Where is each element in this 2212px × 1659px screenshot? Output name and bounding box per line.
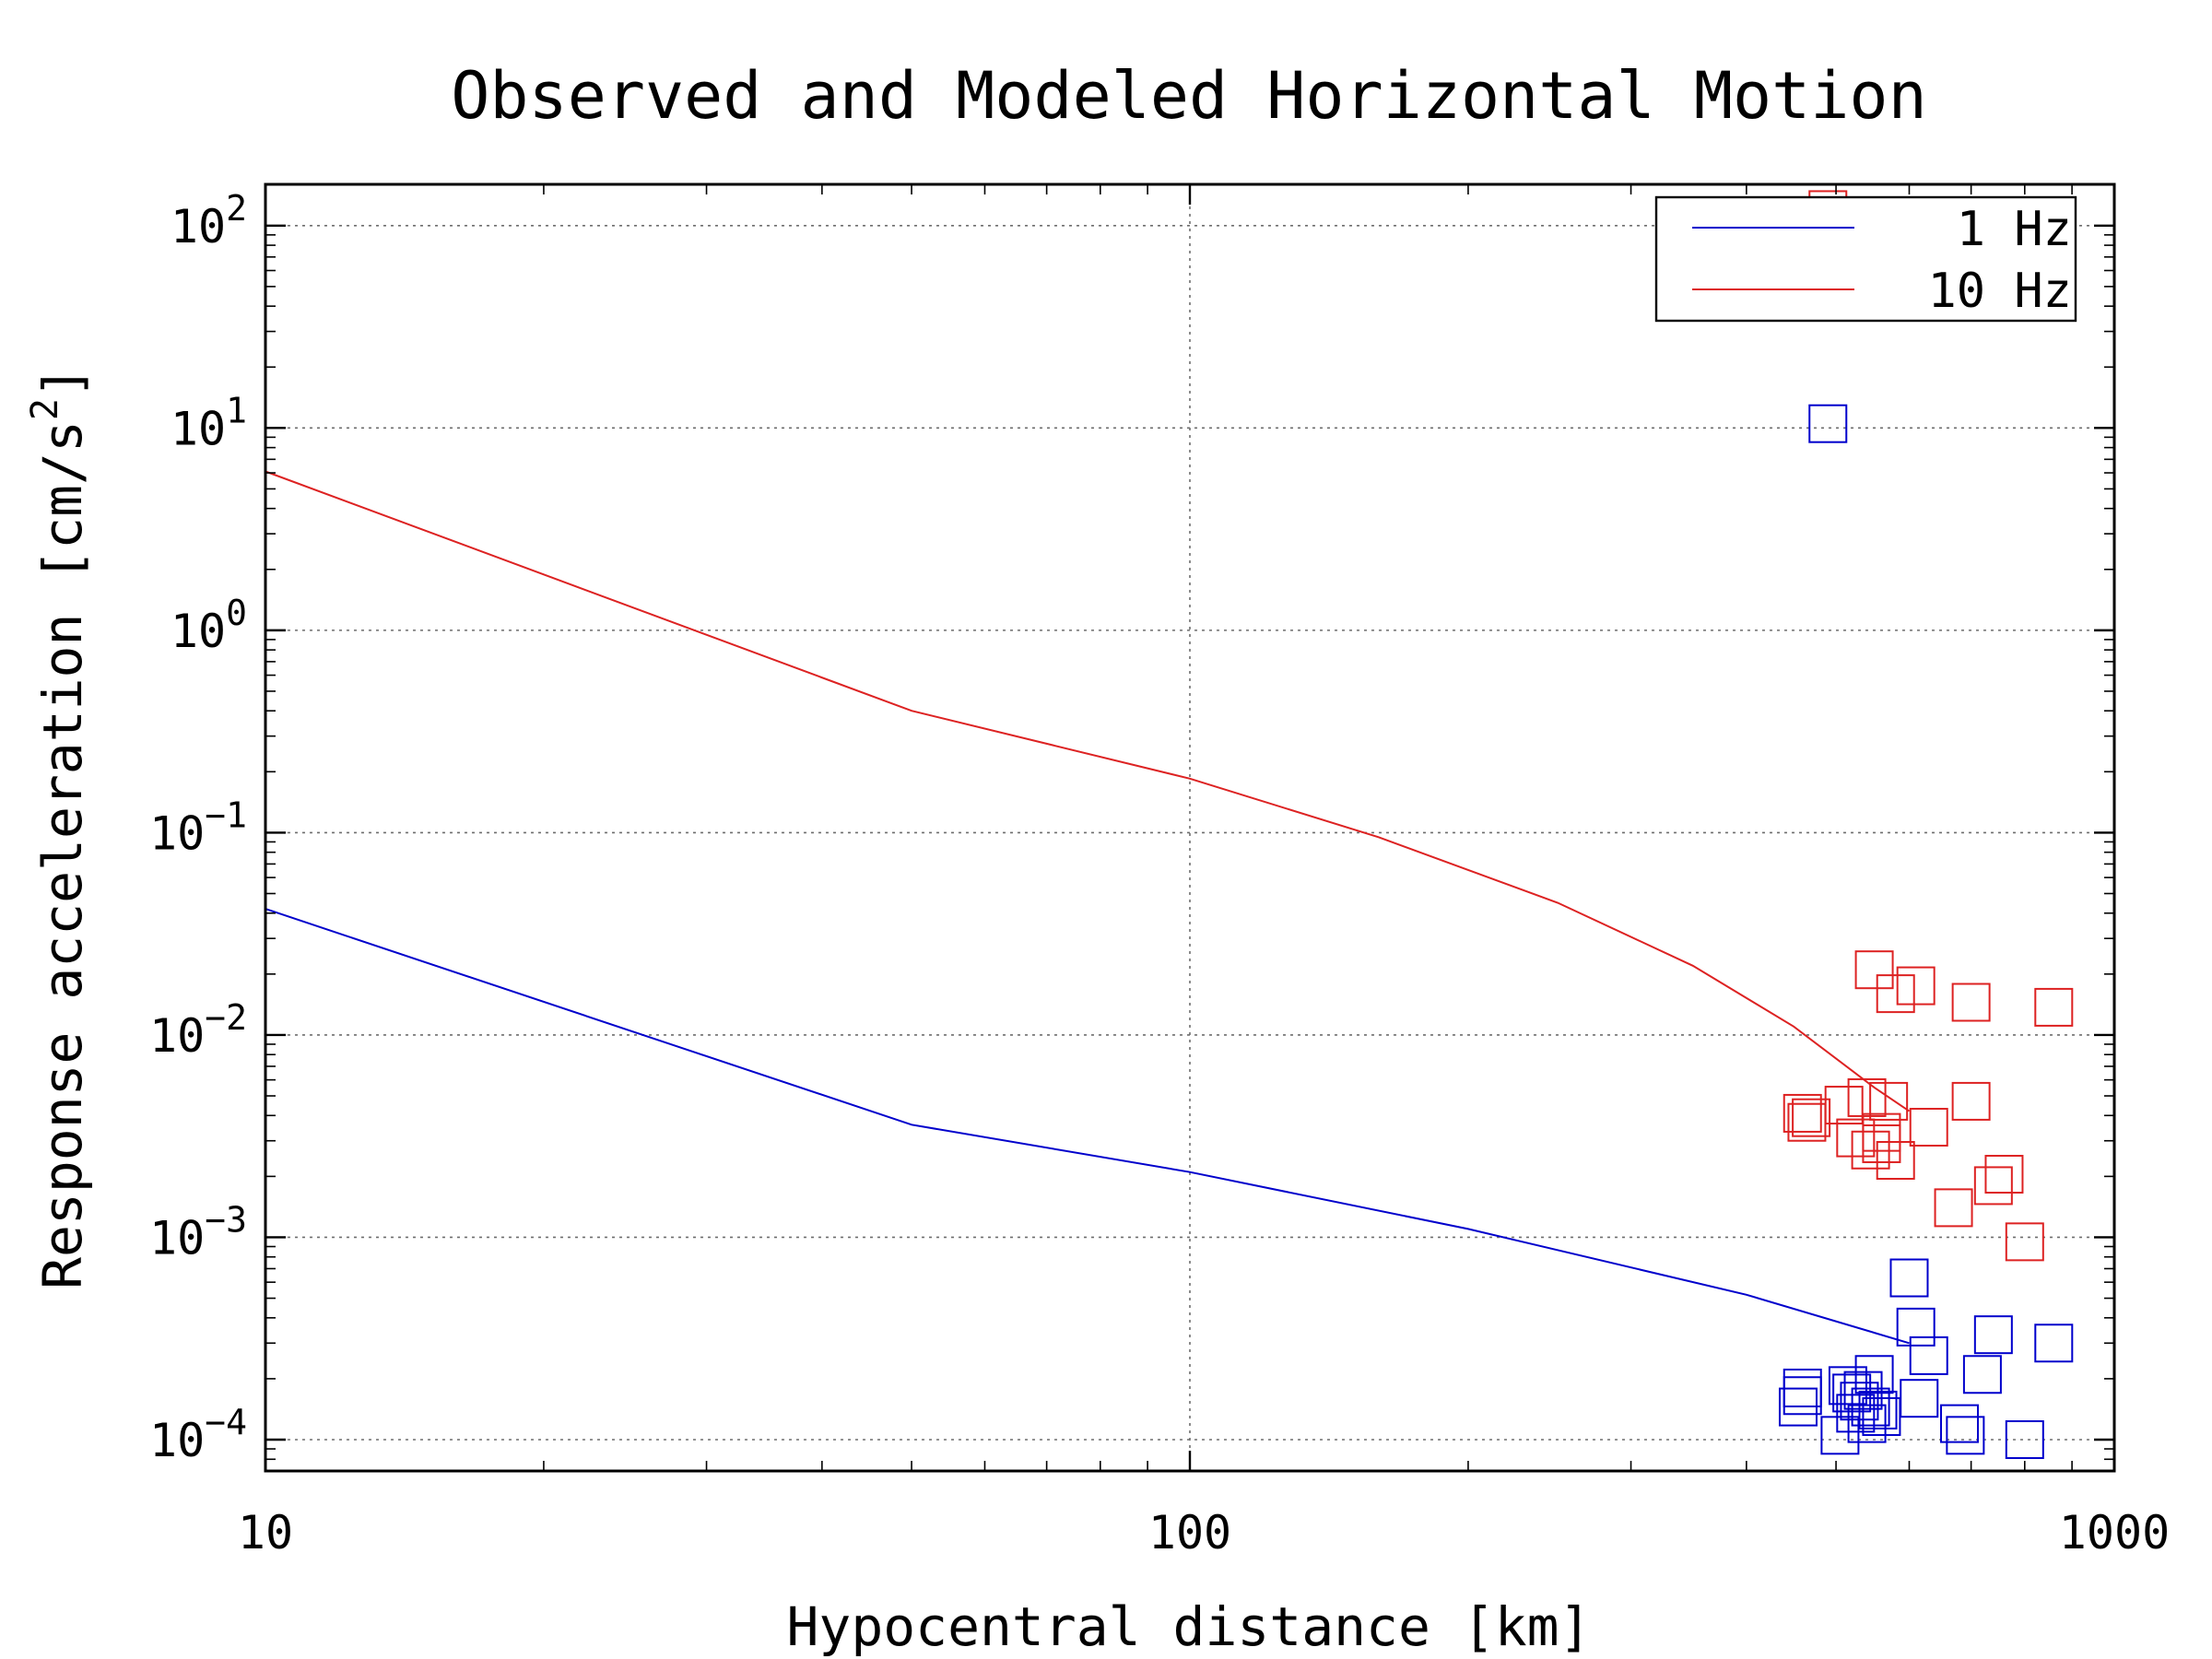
model-line-10hz xyxy=(265,470,1911,1112)
y-tick-label: 10−4 xyxy=(149,1402,247,1467)
observed-point-10hz xyxy=(1824,1086,1864,1125)
y-tick-exponent: −2 xyxy=(205,997,247,1038)
observed-point-10hz xyxy=(1876,974,1915,1014)
y-tick-base: 10 xyxy=(171,200,226,253)
legend: 1 Hz 10 Hz xyxy=(1654,195,2077,323)
grid-lines xyxy=(265,184,2114,1471)
observed-point-1hz xyxy=(1808,404,1848,443)
observed-point-10hz xyxy=(2034,987,2074,1027)
observed-points xyxy=(1778,190,2074,1459)
observed-point-1hz xyxy=(2005,1419,2044,1459)
observed-point-10hz xyxy=(2005,1222,2044,1262)
legend-box xyxy=(1654,195,2077,323)
observed-point-1hz xyxy=(1820,1416,1860,1455)
observed-point-10hz xyxy=(1909,1108,1948,1147)
y-tick-label: 10−3 xyxy=(149,1199,247,1265)
y-axis-label: Response acceleration [cm/s2] xyxy=(24,366,94,1289)
observed-point-1hz xyxy=(1973,1315,2013,1355)
observed-point-10hz xyxy=(1951,982,1991,1022)
observed-point-1hz xyxy=(1847,1404,1887,1443)
y-tick-label: 100 xyxy=(171,593,247,658)
y-tick-base: 10 xyxy=(149,1211,205,1265)
observed-point-1hz xyxy=(1854,1355,1894,1394)
observed-point-10hz xyxy=(1836,1118,1876,1158)
observed-point-10hz xyxy=(1951,1081,1991,1121)
observed-point-10hz xyxy=(1792,1098,1831,1137)
legend-label-10hz: 10 Hz xyxy=(1927,264,2072,319)
y-tick-base: 10 xyxy=(149,1414,205,1467)
observed-point-1hz xyxy=(1889,1258,1929,1298)
observed-point-10hz xyxy=(1973,1166,2013,1206)
legend-label-1hz: 1 Hz xyxy=(1957,202,2072,257)
observed-point-1hz xyxy=(1843,1371,1883,1410)
y-tick-exponent: −4 xyxy=(205,1402,247,1442)
x-tick-labels: 10 100 1000 xyxy=(238,1506,2170,1559)
x-tick-label: 10 xyxy=(238,1506,293,1559)
observed-point-1hz xyxy=(1836,1394,1876,1433)
observed-point-1hz xyxy=(1900,1379,1939,1418)
y-tick-label: 101 xyxy=(171,390,247,455)
observed-point-1hz xyxy=(1896,1307,1936,1347)
y-axis-label-main: Response acceleration [cm/s xyxy=(31,420,94,1289)
observed-point-1hz xyxy=(1851,1387,1890,1427)
observed-point-1hz xyxy=(1778,1387,1818,1427)
observed-point-1hz xyxy=(1940,1404,1980,1443)
observed-point-1hz xyxy=(2034,1324,2074,1363)
observed-point-10hz xyxy=(1862,1112,1901,1152)
y-axis-label-end: ] xyxy=(31,366,94,398)
model-line-1hz xyxy=(265,908,1910,1345)
y-tick-exponent: −1 xyxy=(205,794,247,835)
observed-point-10hz xyxy=(1847,1077,1887,1117)
y-tick-label: 10−2 xyxy=(149,997,247,1063)
y-axis-label-sup: 2 xyxy=(24,398,66,420)
y-tick-exponent: 1 xyxy=(226,390,247,430)
observed-point-10hz xyxy=(1869,1081,1909,1121)
y-tick-base: 10 xyxy=(171,402,226,455)
y-tick-base: 10 xyxy=(149,806,205,860)
x-tick-label: 1000 xyxy=(2059,1506,2170,1559)
y-tick-label: 10−1 xyxy=(149,794,247,860)
observed-point-10hz xyxy=(1984,1155,2024,1194)
y-tick-exponent: −3 xyxy=(205,1199,247,1240)
chart-title: Observed and Modeled Horizontal Motion xyxy=(451,58,1926,134)
y-tick-label: 102 xyxy=(171,188,247,253)
y-tick-base: 10 xyxy=(171,605,226,658)
y-tick-base: 10 xyxy=(149,1009,205,1063)
observed-point-1hz xyxy=(1909,1335,1948,1375)
y-tick-exponent: 0 xyxy=(226,593,247,633)
observed-point-1hz xyxy=(1783,1376,1822,1416)
x-axis-label: Hypocentral distance [km] xyxy=(787,1595,1592,1658)
axis-ticks xyxy=(264,184,2116,1472)
observed-point-1hz xyxy=(1946,1416,1985,1455)
observed-point-10hz xyxy=(1876,1140,1915,1180)
observed-point-10hz xyxy=(1934,1188,1973,1228)
observed-point-10hz xyxy=(1854,950,1894,990)
x-tick-label: 100 xyxy=(1148,1506,1231,1559)
observed-point-1hz xyxy=(1858,1390,1898,1430)
observed-point-1hz xyxy=(1828,1366,1867,1406)
y-tick-exponent: 2 xyxy=(226,188,247,229)
observed-point-10hz xyxy=(1896,966,1936,1006)
model-lines xyxy=(265,470,1911,1345)
observed-point-10hz xyxy=(1783,1093,1822,1133)
observed-point-1hz xyxy=(1962,1355,2002,1394)
